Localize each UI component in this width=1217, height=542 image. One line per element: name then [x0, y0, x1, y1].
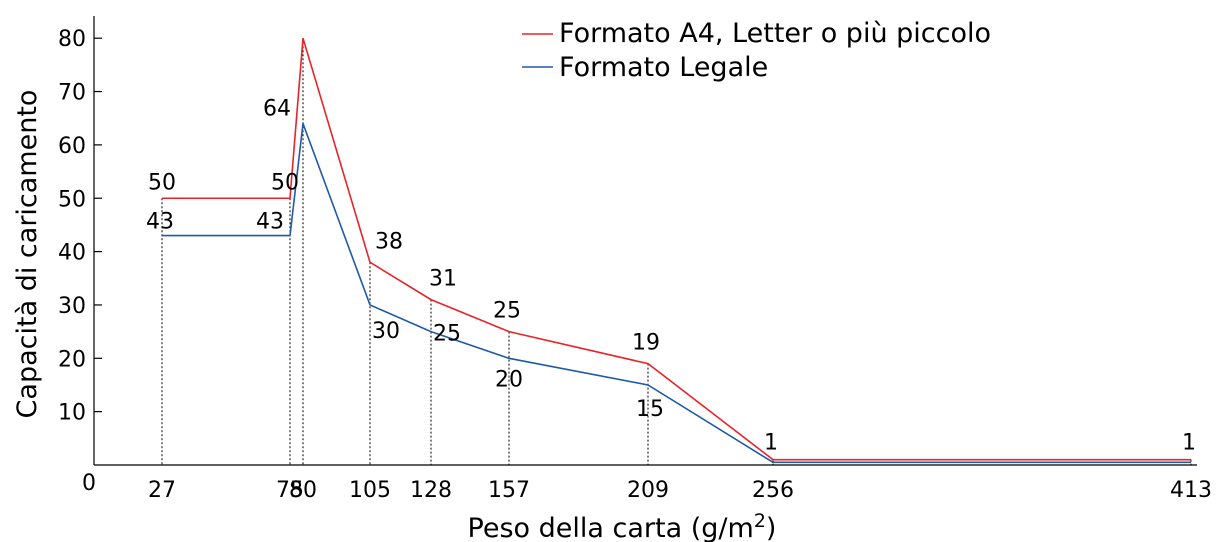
y-tick-label: 10 [58, 401, 86, 426]
data-label-legal: 25 [433, 322, 461, 347]
data-labels: 505080383125191143436430252015 [146, 0, 1196, 456]
y-ticks: 10 20 30 40 50 60 70 80 [58, 27, 102, 426]
data-label-legal: 15 [636, 397, 664, 422]
y-axis-title: Capacità di caricamento [12, 90, 43, 419]
data-label-a4: 50 [148, 170, 176, 195]
x-tick-label: 256 [752, 478, 794, 503]
x-axis-title-superscript: 2 [754, 510, 766, 532]
data-label-legal: 30 [372, 319, 400, 344]
data-label-legal: 20 [495, 367, 523, 392]
data-label-legal: 43 [146, 210, 174, 235]
x-tick-label: 209 [627, 478, 669, 503]
x-tick-label: 27 [148, 478, 176, 503]
data-label-a4: 31 [429, 267, 457, 292]
x-tick-label: 75 [276, 478, 304, 503]
data-label-a4: 1 [764, 431, 778, 456]
y-tick-label: 40 [58, 241, 86, 266]
series-line-a4 [162, 37, 1191, 461]
series-lines [162, 37, 1191, 464]
x-tick-label: 105 [349, 478, 391, 503]
x-axis-title: Peso della carta (g/m2) [468, 510, 777, 542]
x-tick-label: 157 [488, 478, 530, 503]
data-label-a4: 25 [493, 299, 521, 324]
data-label-a4: 1 [1182, 431, 1196, 456]
data-label-legal: 43 [256, 210, 284, 235]
y-tick-label: 50 [58, 187, 86, 212]
y-tick-label: 30 [58, 294, 86, 319]
legend: Formato A4, Letter o più piccolo Formato… [522, 18, 991, 83]
series-line-legal [162, 123, 1191, 464]
x-axis-title-main: Peso della carta (g/m [468, 513, 754, 542]
y-tick-label: 20 [58, 347, 86, 372]
data-label-a4: 50 [271, 170, 299, 195]
origin-label: 0 [82, 471, 96, 496]
axes [93, 16, 1197, 466]
vertical-guide-lines [161, 38, 1192, 465]
x-axis-title-tail: ) [766, 513, 777, 542]
y-tick-label: 80 [58, 27, 86, 52]
data-label-a4: 38 [375, 229, 403, 254]
legend-label-legal: Formato Legale [559, 52, 768, 83]
x-tick-label: 413 [1170, 478, 1212, 503]
y-tick-label: 60 [58, 134, 86, 159]
legend-label-a4: Formato A4, Letter o più piccolo [559, 18, 991, 49]
data-label-legal: 64 [263, 97, 291, 122]
data-label-a4: 19 [632, 331, 660, 356]
y-tick-label: 70 [58, 81, 86, 106]
x-tick-label: 128 [410, 478, 452, 503]
x-tick-label: 80 [289, 478, 317, 503]
